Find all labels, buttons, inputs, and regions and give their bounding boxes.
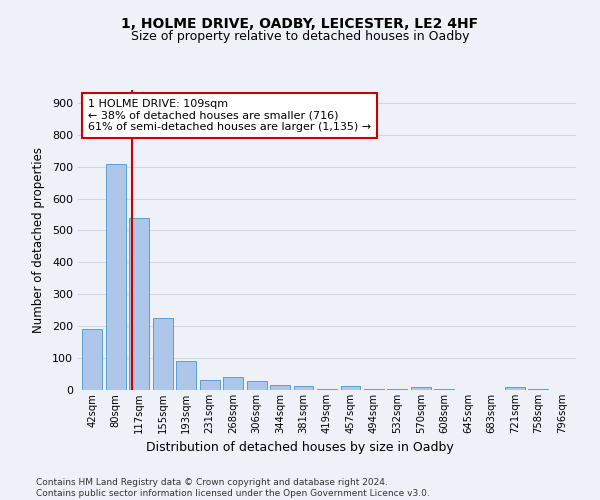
- Bar: [129, 218, 149, 390]
- Bar: [341, 386, 361, 390]
- Bar: [106, 164, 125, 390]
- Text: Contains HM Land Registry data © Crown copyright and database right 2024.
Contai: Contains HM Land Registry data © Crown c…: [36, 478, 430, 498]
- Bar: [247, 382, 266, 390]
- Text: Size of property relative to detached houses in Oadby: Size of property relative to detached ho…: [131, 30, 469, 43]
- Bar: [152, 318, 173, 390]
- Bar: [411, 388, 431, 390]
- Bar: [223, 377, 243, 390]
- Bar: [293, 386, 313, 390]
- Bar: [82, 330, 102, 390]
- Y-axis label: Number of detached properties: Number of detached properties: [32, 147, 45, 333]
- Text: 1, HOLME DRIVE, OADBY, LEICESTER, LE2 4HF: 1, HOLME DRIVE, OADBY, LEICESTER, LE2 4H…: [121, 18, 479, 32]
- Text: 1 HOLME DRIVE: 109sqm
← 38% of detached houses are smaller (716)
61% of semi-det: 1 HOLME DRIVE: 109sqm ← 38% of detached …: [88, 99, 371, 132]
- Bar: [505, 387, 525, 390]
- Bar: [270, 384, 290, 390]
- Bar: [200, 380, 220, 390]
- Bar: [176, 360, 196, 390]
- Text: Distribution of detached houses by size in Oadby: Distribution of detached houses by size …: [146, 441, 454, 454]
